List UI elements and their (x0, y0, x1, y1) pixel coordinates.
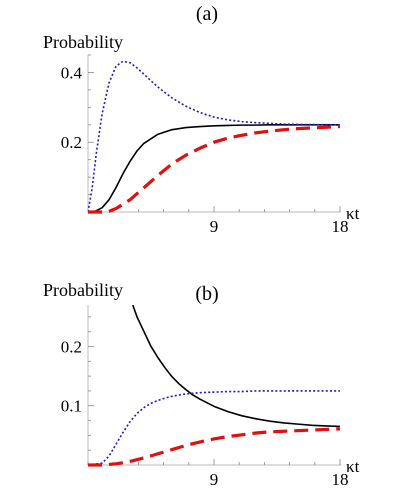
x-tick-label: 18 (332, 470, 349, 489)
series-line-dashed (88, 427, 341, 467)
y-tick-label: 0.2 (61, 337, 82, 356)
series-group (88, 305, 341, 467)
panel-label: (a) (196, 3, 218, 25)
series-line-dotted (88, 60, 341, 213)
y-tick-label: 0.4 (61, 63, 83, 82)
x-axis-label: κt (346, 457, 360, 476)
series-line-dashed (88, 124, 341, 214)
series-line-solid (132, 305, 341, 428)
series-group (88, 60, 341, 214)
y-tick-label: 0.2 (61, 133, 82, 152)
y-axis-label: Probability (43, 280, 123, 300)
x-tick-label: 9 (210, 217, 219, 236)
x-tick-label: 18 (332, 217, 349, 236)
x-axis-label: κt (346, 204, 360, 223)
panel-label: (b) (195, 283, 218, 305)
series-line-solid (88, 123, 340, 213)
y-axis-label: Probability (43, 32, 123, 52)
x-tick-label: 9 (210, 470, 219, 489)
series-line-dotted (88, 390, 340, 466)
y-tick-label: 0.1 (61, 397, 82, 416)
